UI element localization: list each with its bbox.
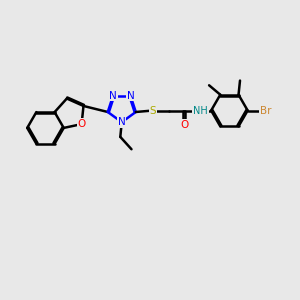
Text: S: S (149, 106, 156, 116)
Text: N: N (127, 91, 134, 100)
Text: NH: NH (193, 106, 208, 116)
Text: N: N (118, 117, 126, 127)
Text: O: O (180, 120, 188, 130)
Text: N: N (109, 91, 117, 100)
Text: O: O (77, 119, 86, 129)
Text: Br: Br (260, 106, 271, 116)
